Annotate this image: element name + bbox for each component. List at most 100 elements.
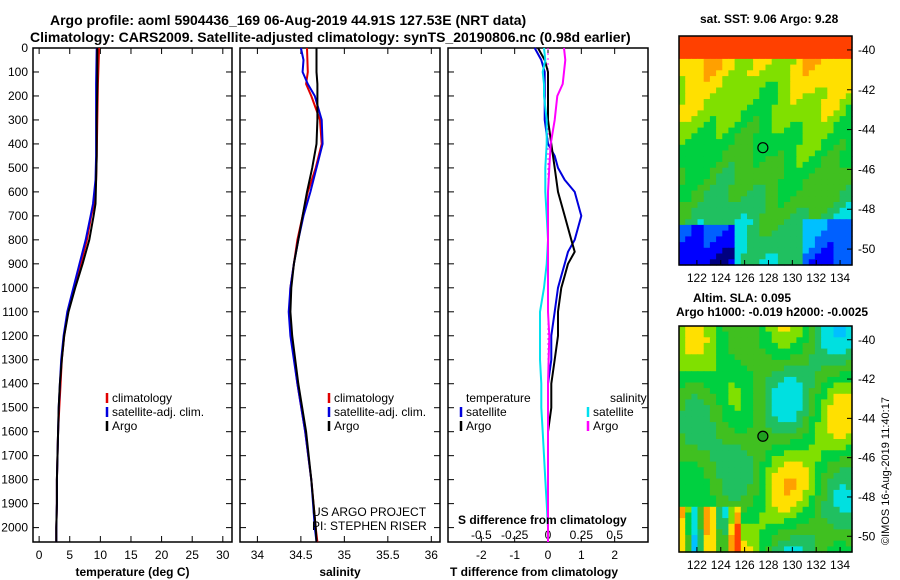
sla-map-cell [691,472,699,480]
sla-map-cell [839,495,847,502]
sla-map-cell [784,472,791,480]
sst-map-cell [802,104,810,111]
sla-map-cell [691,450,699,457]
sla-map-cell [734,512,742,519]
sla-map-cell [790,410,797,418]
sst-map-cell [747,167,754,174]
sla-map-cell [679,489,686,497]
sst-map-cell [716,259,723,266]
sst-map-cell [784,87,791,94]
sla-map-cell [845,416,853,423]
sla-map-cell [722,472,730,480]
sla-map-cell [728,529,736,536]
sst-map-cell [784,207,791,215]
sla-map-cell [784,342,791,350]
sla-map-xtick-label: 132 [806,558,826,572]
sst-map-cell [777,144,785,152]
sst-map-cell [740,81,748,89]
sst-map-cell [777,127,785,134]
sst-map-cell [734,133,742,140]
sla-map-cell [802,365,810,372]
sla-map-cell [845,529,853,536]
sst-map-cell [728,104,736,111]
sst-map-cell [827,196,835,203]
sla-map-cell [703,450,711,457]
sst-map-cell [839,144,847,152]
sst-map-cell [784,253,791,260]
depth-tick-label: 100 [8,65,28,79]
sla-map-cell [716,416,723,423]
sla-map-cell [716,518,723,525]
sst-map-cell [821,179,828,186]
sst-map-cell [740,139,748,146]
sla-map-cell [821,410,828,418]
sst-map-cell [703,207,711,215]
sla-map-cell [790,456,797,463]
sla-map-cell [771,410,779,418]
sst-map-cell [839,161,847,169]
sla-map-cell [728,444,736,451]
sla-map-cell [716,495,723,502]
sla-map-cell [734,388,742,395]
sla-map-cell [765,422,773,429]
sla-map-cell [691,523,699,531]
sst-map-cell [777,41,785,48]
sst-map-cell [697,76,705,83]
sla-map-cell [845,371,853,378]
sla-map-cell [845,337,853,344]
sla-map-cell [821,529,828,536]
sst-map-cell [734,58,742,66]
sla-map-cell [784,405,791,412]
sla-map-cell [821,472,828,480]
sla-map-cell [703,512,711,519]
sst-map-cell [759,133,767,140]
sst-map-cell [685,230,692,237]
temperature-xtick-label: 0 [36,548,43,562]
sla-map-cell [691,444,699,451]
sla-map-cell [777,540,785,547]
sla-map-cell [814,467,822,474]
sla-map-cell [679,495,686,502]
sla-map-cell [753,382,760,389]
sla-map-ytick-label: -50 [858,529,876,543]
sla-map-cell [784,518,791,525]
sla-map-cell [740,376,748,384]
sla-map-cell [771,337,779,344]
sst-map-cell [747,253,754,260]
sla-map-cell [808,489,816,497]
sst-map-cell [796,236,804,243]
sst-map-cell [685,93,692,100]
sla-map-cell [697,422,705,429]
sst-map-cell [679,156,686,163]
sst-map-cell [747,121,754,129]
sla-map-cell [697,484,705,491]
sla-map-cell [796,472,804,480]
sst-map-cell [827,179,835,186]
sla-map-cell [703,388,711,395]
sla-map-cell [753,484,760,491]
sst-map-cell [734,247,742,255]
sla-map-cell [802,439,810,446]
sst-map-cell [796,133,804,140]
sst-map-cell [697,173,705,180]
sst-map-cell [765,36,773,43]
sla-map-cell [697,501,705,508]
sla-map-cell [716,342,723,350]
sla-map-cell [697,410,705,418]
sla-map-cell [814,410,822,418]
sst-map-cell [771,110,779,117]
sla-map-cell [845,444,853,451]
sla-map-cell [747,382,754,389]
sla-map-cell [697,337,705,344]
sst-map-cell [753,202,760,209]
sla-map-cell [740,467,748,474]
sst-map-cell [784,121,791,129]
sst-map-cell [703,150,711,157]
sst-map-cell [728,58,736,66]
sst-map-cell [784,247,791,255]
sst-map-cell [777,70,785,77]
salinity-diff-tick-label: -0.25 [501,528,529,542]
sst-map-cell [679,36,686,43]
sla-map-cell [728,439,736,446]
